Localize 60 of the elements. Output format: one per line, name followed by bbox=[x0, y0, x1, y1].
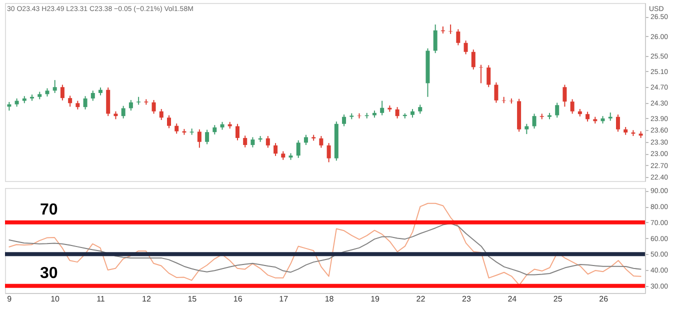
candlestick bbox=[212, 124, 217, 135]
x-tick-label: 11 bbox=[96, 294, 106, 304]
candlestick bbox=[60, 84, 64, 101]
candlestick bbox=[235, 123, 240, 141]
x-tick-label: 19 bbox=[370, 294, 380, 304]
candlestick bbox=[479, 64, 484, 84]
candlestick bbox=[486, 64, 491, 88]
x-tick-label: 16 bbox=[233, 294, 243, 304]
candlestick bbox=[250, 136, 255, 148]
candlestick bbox=[555, 102, 560, 118]
candlestick bbox=[174, 122, 179, 134]
x-tick-label: 17 bbox=[279, 294, 289, 304]
candlestick bbox=[83, 96, 88, 110]
ref-line-label: 70 bbox=[40, 201, 58, 218]
x-tick-label: 24 bbox=[508, 294, 518, 304]
x-tick-label: 26 bbox=[599, 294, 609, 304]
ref-line-label: 30 bbox=[40, 264, 58, 282]
candlestick bbox=[532, 113, 536, 130]
x-tick-label: 9 bbox=[7, 294, 12, 304]
candlestick bbox=[197, 128, 202, 148]
candlestick bbox=[152, 100, 156, 114]
candlestick bbox=[90, 90, 95, 102]
candlestick bbox=[616, 114, 620, 132]
candlestick bbox=[456, 28, 460, 46]
candlestick bbox=[296, 140, 300, 158]
candlestick bbox=[205, 129, 210, 145]
candlestick bbox=[106, 87, 110, 117]
candlestick bbox=[326, 142, 331, 163]
candlestick bbox=[304, 134, 308, 146]
candlestick bbox=[159, 108, 164, 120]
candlestick bbox=[464, 40, 468, 55]
candlestick bbox=[342, 114, 346, 127]
candlestick bbox=[524, 123, 529, 135]
x-tick-label: 23 bbox=[462, 294, 472, 304]
candlestick bbox=[570, 98, 574, 114]
candlestick bbox=[471, 49, 476, 70]
candlestick bbox=[586, 111, 590, 122]
candlestick bbox=[380, 100, 384, 116]
candlestick bbox=[52, 80, 57, 94]
x-tick-label: 12 bbox=[142, 294, 152, 304]
x-tick-label: 18 bbox=[324, 294, 334, 304]
x-tick-label: 10 bbox=[50, 294, 60, 304]
candlestick bbox=[243, 135, 248, 148]
line-series bbox=[8, 202, 642, 286]
candlestick bbox=[121, 105, 126, 119]
candlestick bbox=[433, 24, 438, 54]
candlestick bbox=[448, 24, 453, 34]
candlestick bbox=[562, 84, 567, 108]
candlestick bbox=[274, 142, 278, 156]
x-tick-label: 22 bbox=[416, 294, 426, 304]
candlestick bbox=[494, 82, 498, 104]
candlestick bbox=[266, 136, 270, 148]
candlestick bbox=[319, 136, 324, 148]
candlestick bbox=[357, 112, 362, 119]
candlestick bbox=[128, 100, 133, 112]
x-tick-label: 25 bbox=[553, 294, 563, 304]
x-tick-label: 15 bbox=[188, 294, 198, 304]
candlestick bbox=[166, 114, 171, 129]
candlestick bbox=[395, 106, 400, 119]
candlestick bbox=[68, 95, 72, 108]
